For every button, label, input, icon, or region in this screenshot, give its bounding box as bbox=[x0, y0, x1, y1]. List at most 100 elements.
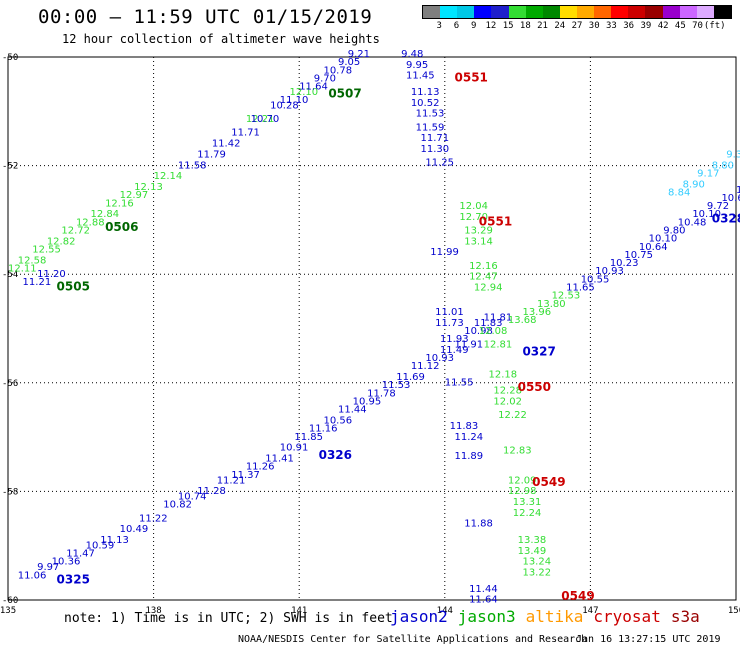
wave-height-label: 12.09 bbox=[508, 475, 537, 486]
wave-height-label: 12.97 bbox=[120, 190, 149, 201]
pass-number-label: 0507 bbox=[328, 87, 361, 101]
wave-height-label: 12.94 bbox=[474, 282, 503, 293]
wave-height-label: 12.70 bbox=[459, 212, 488, 223]
wave-height-label: 13.38 bbox=[518, 535, 547, 546]
pass-number-label: 0328 bbox=[712, 212, 740, 226]
color-swatch bbox=[423, 6, 441, 18]
wave-height-label: 11.24 bbox=[455, 432, 484, 443]
satellite-legend-item: s3a bbox=[670, 607, 700, 626]
y-tick-label: -56 bbox=[2, 379, 18, 389]
x-tick-label: 150 bbox=[728, 606, 740, 616]
color-swatch bbox=[576, 6, 595, 18]
wave-height-label: 11.44 bbox=[469, 584, 498, 595]
wave-height-label: 12.04 bbox=[459, 201, 488, 212]
chart-subtitle: 12 hour collection of altimeter wave hei… bbox=[62, 32, 380, 46]
x-tick-label: 135 bbox=[0, 606, 16, 616]
color-scale-label: 12 bbox=[485, 21, 497, 31]
color-swatch bbox=[440, 6, 458, 18]
footer-note: note: 1) Time is in UTC; 2) SWH is in fe… bbox=[64, 611, 393, 626]
color-swatch bbox=[594, 6, 612, 18]
color-scale-label: 33 bbox=[606, 21, 617, 31]
pass-number-label: 0327 bbox=[522, 345, 555, 359]
wave-height-label: 13.31 bbox=[513, 497, 542, 508]
pass-number-label: 0549 bbox=[532, 475, 565, 489]
color-scale-legend: 3 6 9 12 15 18 21 24 27 30 33 36 39 42 45 70 (ft) bbox=[422, 5, 732, 35]
wave-height-label: 12.84 bbox=[91, 209, 120, 220]
satellite-legend-item: cryosat bbox=[593, 607, 661, 626]
wave-height-label: 11.16 bbox=[309, 424, 338, 435]
color-scale-label: 45 bbox=[674, 21, 686, 31]
wave-height-label: 11.47 bbox=[66, 549, 95, 560]
y-tick-label: -58 bbox=[2, 487, 18, 497]
wave-height-label: 10.28 bbox=[270, 101, 299, 112]
wave-height-label: 13.80 bbox=[537, 299, 566, 310]
wave-height-label: 11.69 bbox=[396, 372, 425, 383]
color-scale-label: 21 bbox=[537, 21, 548, 31]
color-swatch bbox=[645, 6, 663, 18]
wave-height-label: 11.41 bbox=[265, 454, 294, 465]
wave-height-label: 11.81 bbox=[484, 312, 513, 323]
wave-height-label: 12.16 bbox=[469, 261, 498, 272]
satellite-legend-item: jason2 bbox=[390, 607, 448, 626]
wave-height-label: 11.45 bbox=[406, 71, 435, 82]
wave-height-label: 9.17 bbox=[697, 168, 719, 179]
wave-height-label: 10.75 bbox=[624, 250, 653, 261]
wave-height-label: 9.70 bbox=[314, 73, 336, 84]
wave-height-label: 8.90 bbox=[683, 179, 705, 190]
chart-title: 00:00 – 11:59 UTC 01/15/2019 bbox=[38, 6, 373, 28]
satellite-legend-item: altika bbox=[525, 607, 584, 626]
wave-height-label: 10.10 bbox=[649, 234, 678, 245]
wave-height-label: 11.26 bbox=[246, 462, 275, 473]
wave-height-label: 12.83 bbox=[503, 445, 532, 456]
y-tick-label: -52 bbox=[2, 162, 18, 172]
wave-height-label: 11.99 bbox=[430, 247, 459, 258]
wave-height-label: 11.53 bbox=[382, 380, 411, 391]
pass-number-label: 0551 bbox=[455, 70, 488, 84]
wave-height-label: 12.08 bbox=[479, 326, 508, 337]
color-swatch bbox=[628, 6, 646, 18]
wave-height-label: 11.59 bbox=[416, 122, 445, 133]
wave-height-label: 11.65 bbox=[566, 282, 595, 293]
wave-height-label: 11.64 bbox=[299, 82, 328, 93]
x-tick-label: 147 bbox=[582, 606, 598, 616]
wave-height-label: 10.95 bbox=[353, 397, 382, 408]
wave-height-label: 12.98 bbox=[508, 486, 537, 497]
wave-height-label: 10.49 bbox=[120, 524, 149, 535]
wave-height-label: 10.68 bbox=[721, 193, 740, 204]
color-scale-label: 39 bbox=[640, 21, 652, 31]
wave-height-label: 11.28 bbox=[197, 486, 226, 497]
wave-height-label: 11.64 bbox=[469, 595, 498, 606]
color-scale-label: 70 bbox=[692, 21, 703, 31]
wave-height-label: 11.79 bbox=[197, 149, 226, 160]
color-scale-label: 24 bbox=[554, 21, 566, 31]
wave-height-label: 11.91 bbox=[455, 340, 484, 351]
pass-number-label: 0551 bbox=[479, 214, 512, 228]
wave-height-label: 8.80 bbox=[712, 160, 734, 171]
wave-height-label: 11.13 bbox=[411, 87, 440, 98]
wave-height-label: 10.93 bbox=[595, 266, 624, 277]
wave-height-label: 10.20 bbox=[736, 185, 740, 196]
wave-height-label: 9.48 bbox=[401, 49, 423, 60]
wave-height-label: 12.16 bbox=[105, 198, 134, 209]
color-swatch bbox=[679, 6, 697, 18]
wave-height-label: 8.84 bbox=[668, 187, 690, 198]
pass-number-label: 0549 bbox=[561, 589, 594, 603]
wave-height-label: 10.23 bbox=[610, 258, 639, 269]
wave-height-label: 9.35 bbox=[726, 149, 740, 160]
wave-height-label: 9.05 bbox=[338, 57, 360, 68]
wave-height-label: 12.55 bbox=[32, 244, 61, 255]
color-swatch bbox=[491, 6, 509, 18]
color-swatch bbox=[508, 6, 526, 18]
x-tick-label: 144 bbox=[437, 606, 453, 616]
wave-height-label: 12.47 bbox=[469, 272, 498, 283]
wave-height-label: 11.89 bbox=[455, 451, 484, 462]
color-scale-label: 36 bbox=[623, 21, 635, 31]
credit-text: NOAA/NESDIS Center for Satellite Applica… bbox=[238, 634, 588, 645]
wave-height-label: 10.93 bbox=[425, 353, 454, 364]
wave-height-label: 10.52 bbox=[411, 98, 440, 109]
wave-height-label: 12.88 bbox=[76, 217, 105, 228]
wave-height-label: 10.10 bbox=[692, 209, 721, 220]
wave-height-label: 11.25 bbox=[425, 158, 454, 169]
color-swatch bbox=[457, 6, 475, 18]
color-scale-label: 30 bbox=[588, 21, 600, 31]
